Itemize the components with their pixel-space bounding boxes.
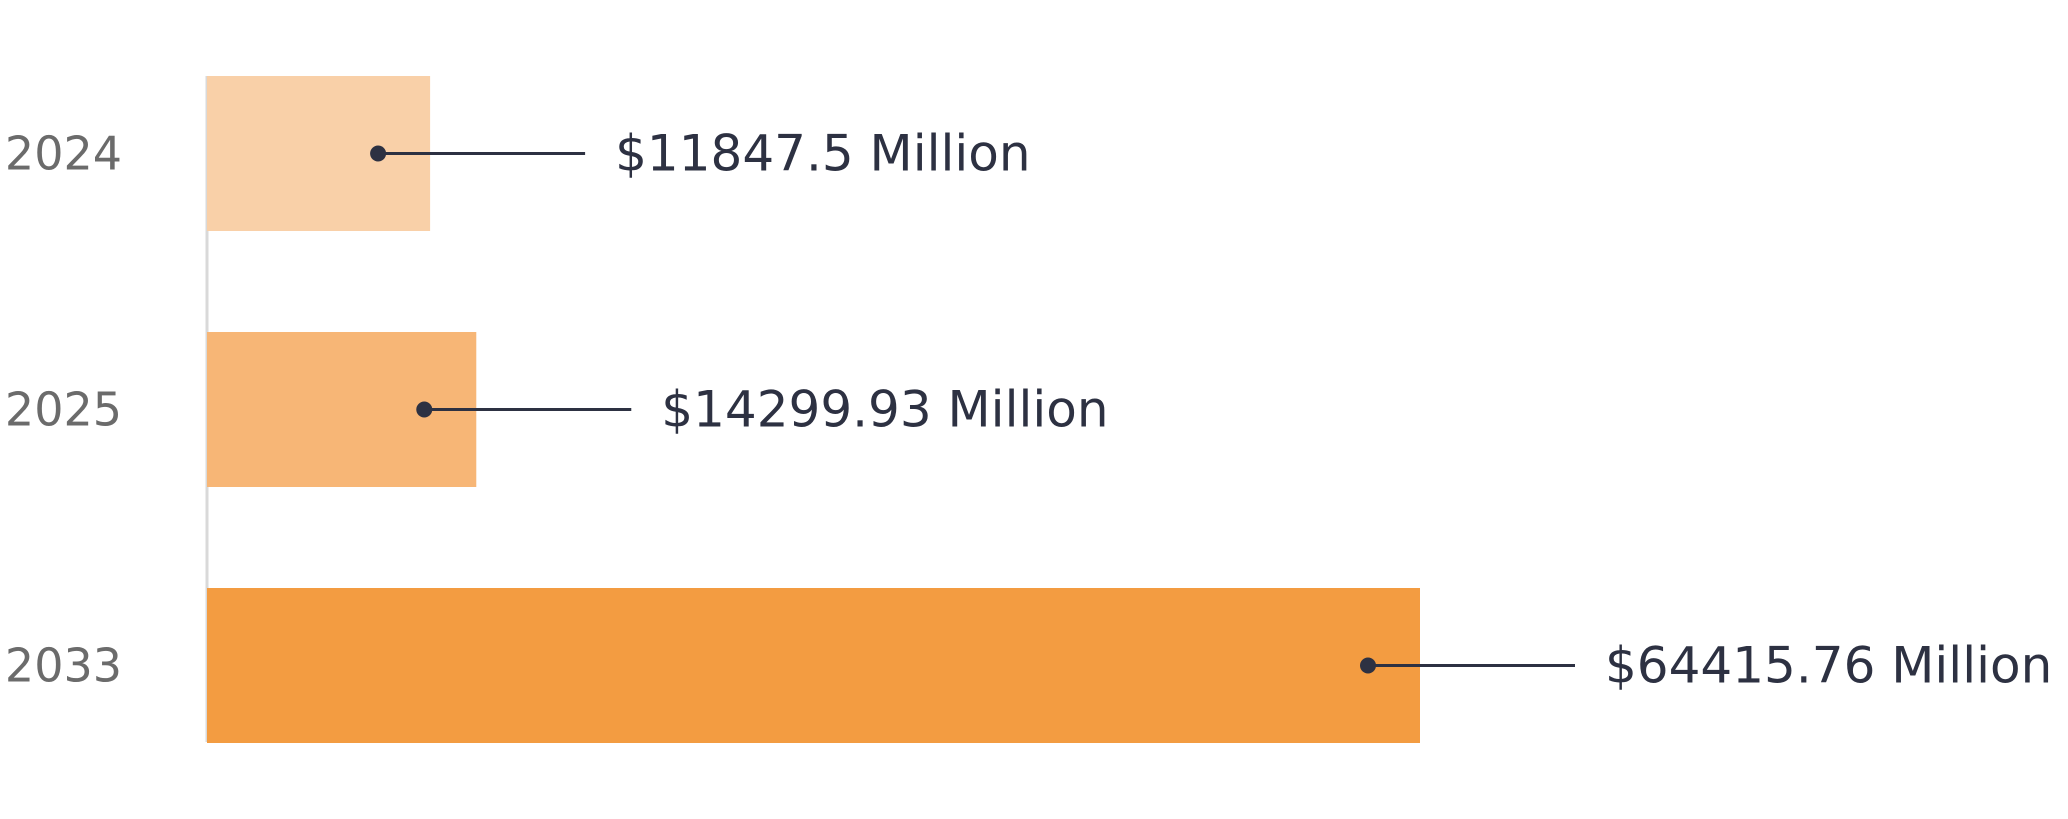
value-connector-dot	[1360, 657, 1376, 674]
value-label: $64415.76 Million	[1605, 637, 2052, 695]
bar-group-2024: 2024 $11847.5 Million	[5, 76, 1031, 231]
value-label: $11847.5 Million	[615, 125, 1030, 183]
value-label: $14299.93 Million	[661, 381, 1108, 439]
bars-layer: 2024 $11847.5 Million 2025 $14299.93 Millio…	[5, 76, 2052, 743]
value-connector-dot	[370, 145, 387, 162]
bar	[207, 588, 1420, 743]
category-label: 2033	[5, 639, 122, 693]
category-label: 2024	[5, 127, 122, 181]
value-connector-dot	[416, 401, 433, 418]
bar-group-2025: 2025 $14299.93 Million	[5, 332, 1109, 487]
category-label: 2025	[5, 383, 122, 437]
bar-group-2033: 2033 $64415.76 Million	[5, 588, 2052, 743]
